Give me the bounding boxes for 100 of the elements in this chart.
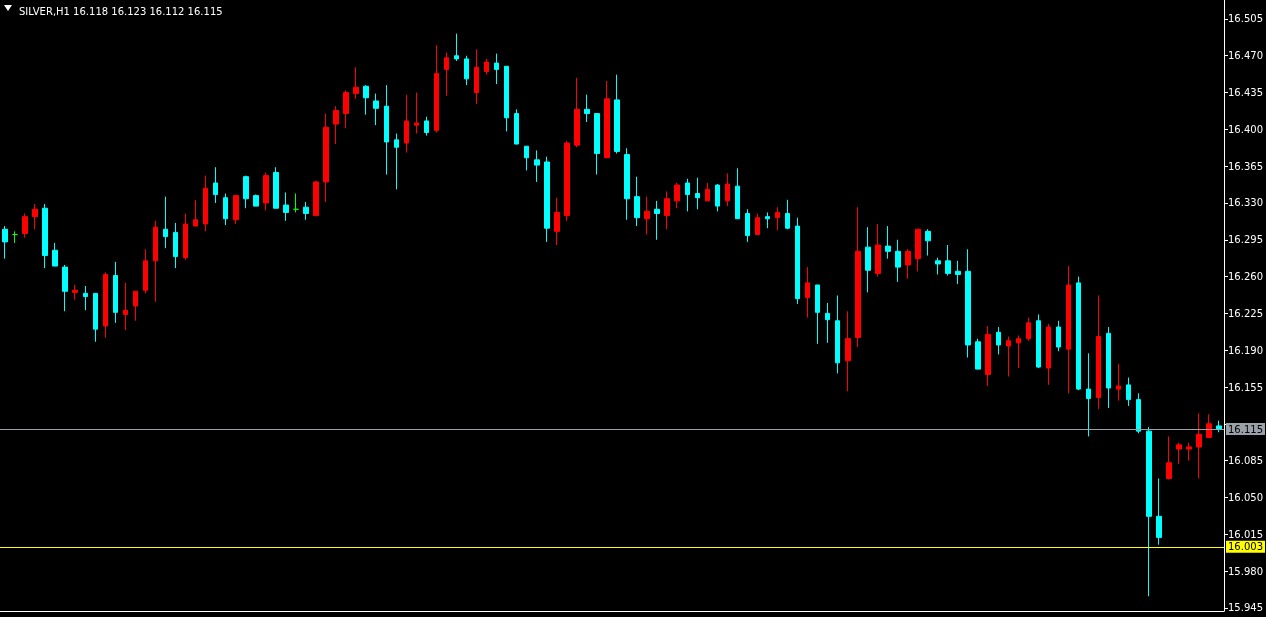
candlestick bbox=[614, 74, 620, 155]
candlestick bbox=[193, 199, 198, 227]
candlestick bbox=[574, 77, 580, 148]
candlestick bbox=[183, 212, 188, 261]
candlestick bbox=[1016, 334, 1021, 369]
candlestick bbox=[52, 242, 58, 267]
candlestick bbox=[905, 248, 911, 280]
candlestick bbox=[825, 302, 830, 344]
candlestick bbox=[1066, 265, 1071, 394]
candlestick bbox=[524, 145, 529, 171]
candlestick bbox=[1076, 276, 1081, 391]
candlestick bbox=[975, 338, 981, 370]
candlestick bbox=[263, 171, 269, 211]
candlestick bbox=[384, 84, 389, 176]
candlestick bbox=[434, 44, 439, 134]
candlestick bbox=[83, 285, 88, 311]
candlestick bbox=[915, 228, 921, 272]
candlestick bbox=[173, 222, 178, 269]
candlestick bbox=[875, 223, 881, 278]
candlestick bbox=[1046, 323, 1051, 386]
candlestick bbox=[143, 248, 148, 294]
candlestick bbox=[554, 197, 560, 246]
candlestick bbox=[795, 217, 800, 305]
candlestick bbox=[885, 225, 891, 260]
candlestick bbox=[1036, 313, 1041, 369]
candlestick bbox=[333, 105, 339, 145]
candlestick bbox=[163, 196, 168, 249]
candlestick bbox=[1096, 295, 1101, 410]
candlestick bbox=[644, 196, 650, 236]
candlestick bbox=[1056, 320, 1061, 352]
text: SILVER,H1 16.118 16.123 16.112 16.115 bbox=[19, 5, 223, 17]
candlestick bbox=[1006, 336, 1011, 377]
candlestick bbox=[845, 310, 851, 392]
candlestick bbox=[1196, 412, 1202, 479]
candlestick bbox=[584, 94, 590, 123]
candlestick bbox=[113, 261, 118, 324]
candlestick bbox=[604, 80, 610, 159]
y-tick-label: 16.365 bbox=[1228, 160, 1264, 172]
candlestick bbox=[965, 248, 971, 359]
y-tick-label: 16.225 bbox=[1228, 307, 1264, 319]
candlestick bbox=[624, 147, 630, 221]
candlestick bbox=[373, 93, 379, 126]
candlestick bbox=[103, 271, 108, 339]
candlestick bbox=[303, 201, 309, 221]
candlestick bbox=[22, 212, 28, 239]
candlestick bbox=[424, 116, 429, 137]
candlestick bbox=[273, 166, 279, 209]
candlestick bbox=[514, 108, 519, 145]
candlestick bbox=[1156, 477, 1162, 546]
candlestick bbox=[12, 230, 18, 244]
candlestick bbox=[775, 206, 780, 231]
candlestick bbox=[153, 220, 158, 303]
candlestick bbox=[594, 113, 600, 176]
candlestick bbox=[353, 66, 359, 100]
candlestick bbox=[444, 52, 449, 97]
candlestick bbox=[634, 176, 640, 227]
y-tick-label: 16.435 bbox=[1228, 87, 1264, 99]
candlestick bbox=[243, 175, 249, 209]
candlestick bbox=[544, 156, 550, 243]
candlestick bbox=[685, 178, 690, 212]
candlestick bbox=[765, 211, 770, 229]
candlestick bbox=[464, 55, 469, 86]
candlestick bbox=[1216, 420, 1222, 433]
candlestick bbox=[654, 200, 660, 241]
candlestick bbox=[133, 290, 138, 322]
candlestick bbox=[42, 203, 48, 269]
y-tick-label: 16.295 bbox=[1228, 234, 1264, 246]
candlestick bbox=[1176, 442, 1182, 465]
y-tick-label: 15.945 bbox=[1228, 602, 1264, 614]
candlestick bbox=[1186, 442, 1192, 462]
y-tick-label: 16.190 bbox=[1228, 344, 1264, 356]
candlestick bbox=[755, 212, 760, 236]
candlestick bbox=[213, 166, 218, 204]
candlestick bbox=[233, 195, 239, 225]
y-tick-label: 16.505 bbox=[1228, 13, 1264, 25]
ref-line-label: 16.003 bbox=[1228, 541, 1264, 553]
candlestick bbox=[835, 295, 840, 374]
candlestick bbox=[935, 257, 941, 275]
y-tick-label: 16.400 bbox=[1228, 123, 1264, 135]
candlestick bbox=[996, 326, 1001, 355]
candlestick bbox=[343, 89, 349, 129]
y-tick-label: 16.330 bbox=[1228, 197, 1264, 209]
candlestick bbox=[72, 284, 78, 301]
candlestick bbox=[223, 193, 228, 226]
candlestick bbox=[404, 94, 409, 153]
ref-line-label: 16.115 bbox=[1228, 423, 1264, 435]
candlestick bbox=[313, 180, 319, 217]
candlestick bbox=[203, 175, 208, 232]
candlestick bbox=[1166, 435, 1172, 481]
candlestick bbox=[715, 183, 720, 212]
candlestick bbox=[32, 203, 38, 230]
candlestick bbox=[293, 193, 299, 213]
candlestick bbox=[955, 260, 961, 285]
candlestick bbox=[725, 173, 730, 207]
candlestick bbox=[895, 239, 901, 283]
candlestick bbox=[1026, 317, 1031, 342]
candlestick bbox=[93, 292, 98, 343]
y-tick-label: 16.470 bbox=[1228, 50, 1264, 62]
candlestick bbox=[1086, 352, 1091, 437]
candlestick bbox=[62, 264, 68, 312]
